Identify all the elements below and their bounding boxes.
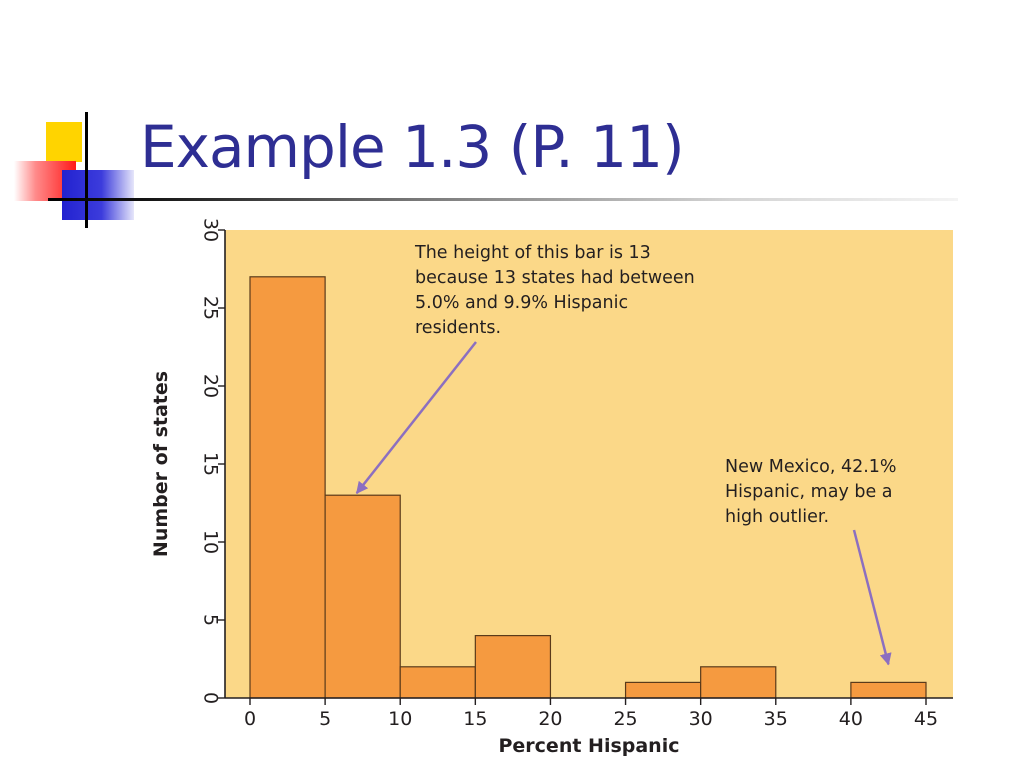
annotation-line: residents. bbox=[415, 318, 501, 338]
annotation-line: because 13 states had between bbox=[415, 268, 695, 288]
x-axis-label: Percent Hispanic bbox=[498, 735, 679, 757]
annotation-line: high outlier. bbox=[725, 507, 829, 527]
x-tick-label: 35 bbox=[764, 708, 788, 730]
title-underline bbox=[48, 198, 958, 201]
slide-title: Example 1.3 (P. 11) bbox=[140, 113, 685, 181]
y-tick-label: 10 bbox=[200, 530, 222, 554]
y-tick-label: 5 bbox=[200, 614, 222, 626]
y-tick-label: 20 bbox=[200, 374, 222, 398]
x-tick-label: 30 bbox=[689, 708, 713, 730]
y-tick-label: 15 bbox=[200, 452, 222, 476]
y-tick-label: 30 bbox=[200, 218, 222, 242]
y-axis-label: Number of states bbox=[150, 371, 172, 557]
histogram-bar bbox=[624, 681, 702, 699]
histogram-bar bbox=[249, 276, 326, 699]
x-tick-label: 45 bbox=[914, 708, 938, 730]
logo-yellow-square bbox=[46, 122, 82, 162]
annotation-arrow bbox=[355, 341, 477, 494]
annotation-line: The height of this bar is 13 bbox=[414, 243, 651, 263]
x-tick-label: 0 bbox=[244, 708, 256, 730]
y-tick-label: 25 bbox=[200, 296, 222, 320]
annotation-arrow bbox=[852, 529, 892, 666]
annotation-text: The height of this bar is 13 because 13 s… bbox=[414, 243, 695, 338]
histogram-bar bbox=[700, 666, 777, 699]
x-tick-label: 25 bbox=[613, 708, 637, 730]
annotation-line: 5.0% and 9.9% Hispanic bbox=[415, 293, 628, 313]
x-tick-label: 5 bbox=[319, 708, 331, 730]
x-tick-label: 40 bbox=[839, 708, 863, 730]
x-tick-label: 15 bbox=[463, 708, 487, 730]
annotation-line: New Mexico, 42.1% bbox=[725, 457, 897, 477]
x-tick-label: 10 bbox=[388, 708, 412, 730]
logo-blue-square bbox=[62, 170, 134, 220]
annotation-line: Hispanic, may be a bbox=[725, 482, 893, 502]
histogram-bar bbox=[324, 494, 401, 699]
histogram-bar bbox=[399, 666, 476, 699]
histogram-bar bbox=[474, 634, 552, 699]
x-tick-label: 20 bbox=[538, 708, 562, 730]
histogram-bar bbox=[850, 681, 927, 699]
y-tick-label: 0 bbox=[200, 692, 222, 704]
annotation-text: New Mexico, 42.1% Hispanic, may be a high … bbox=[725, 457, 897, 527]
logo-vertical-line bbox=[85, 112, 88, 228]
